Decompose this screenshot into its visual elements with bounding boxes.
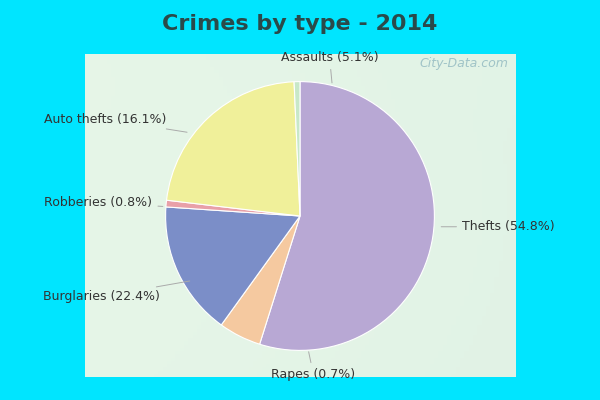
Wedge shape bbox=[167, 82, 300, 216]
Wedge shape bbox=[166, 200, 300, 216]
Wedge shape bbox=[260, 82, 434, 350]
Text: Crimes by type - 2014: Crimes by type - 2014 bbox=[163, 14, 437, 34]
Wedge shape bbox=[166, 207, 300, 325]
Text: Burglaries (22.4%): Burglaries (22.4%) bbox=[43, 281, 190, 303]
Text: Rapes (0.7%): Rapes (0.7%) bbox=[271, 352, 356, 381]
Text: Auto thefts (16.1%): Auto thefts (16.1%) bbox=[44, 113, 187, 132]
Text: Assaults (5.1%): Assaults (5.1%) bbox=[281, 51, 379, 83]
Text: Robberies (0.8%): Robberies (0.8%) bbox=[44, 196, 163, 209]
Text: Thefts (54.8%): Thefts (54.8%) bbox=[441, 220, 554, 233]
Wedge shape bbox=[294, 82, 300, 216]
Text: City-Data.com: City-Data.com bbox=[419, 58, 508, 70]
Wedge shape bbox=[221, 216, 300, 344]
